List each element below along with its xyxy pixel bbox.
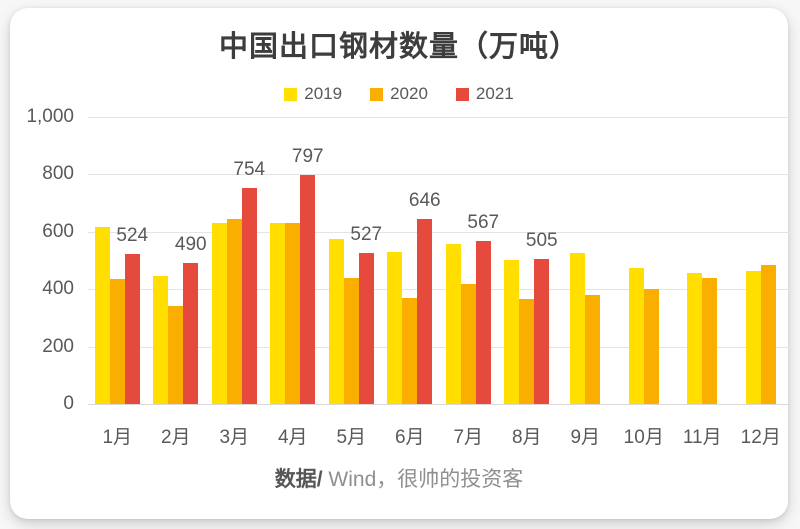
y-tick-label-800: 800	[42, 163, 74, 185]
value-label-2021-1月: 524	[116, 225, 149, 246]
y-tick-label-0: 0	[63, 393, 74, 414]
bar-2019-12月	[745, 271, 761, 404]
gridline-600	[88, 231, 790, 233]
legend-swatch-2021	[455, 87, 469, 101]
x-axis-label-7月: 7月	[453, 427, 484, 448]
bar-2020-9月	[585, 295, 601, 404]
source-text: Wind，很帅的投资客	[322, 468, 524, 491]
x-axis-label-9月: 9月	[570, 427, 601, 448]
bar-2021-3月	[241, 188, 257, 404]
chart-card: 中国出口钢材数量（万吨） 2019 2020 2021 0 200 400 600 800 1…	[10, 8, 790, 519]
x-axis-label-4月: 4月	[277, 427, 308, 448]
gridline-800	[88, 174, 790, 176]
y-tick-label-600: 600	[42, 220, 74, 242]
bar-2021-6月	[417, 219, 433, 404]
bar-2019-8月	[504, 260, 520, 404]
bar-2020-10月	[643, 289, 659, 404]
bar-2020-5月	[343, 278, 359, 404]
value-label-2021-4月: 797	[291, 146, 324, 167]
x-axis-label-2月: 2月	[160, 427, 191, 448]
bar-2019-6月	[387, 252, 403, 404]
bar-2019-4月	[270, 223, 286, 404]
x-axis-label-6月: 6月	[394, 427, 425, 448]
gridline-0	[88, 404, 790, 405]
bar-2021-8月	[534, 259, 550, 404]
y-tick-label-400: 400	[42, 278, 74, 300]
x-axis-label-10月: 10月	[623, 427, 664, 448]
bar-2019-2月	[153, 276, 169, 404]
legend-swatch-2020	[370, 87, 384, 101]
bar-2021-7月	[475, 241, 491, 404]
gridline-400	[88, 289, 790, 291]
legend-item-2019: 2019	[284, 84, 342, 104]
bar-2019-9月	[570, 253, 586, 404]
x-axis-label-5月: 5月	[336, 427, 367, 448]
x-axis-label-12月: 12月	[740, 427, 781, 448]
y-tick-label-1000: 1,000	[26, 106, 74, 127]
bar-2021-5月	[358, 253, 374, 404]
bar-2019-5月	[328, 239, 344, 404]
bar-2020-3月	[226, 219, 242, 404]
bar-2020-1月	[109, 279, 125, 404]
x-axis-label-8月: 8月	[511, 427, 542, 448]
legend-label-2019: 2019	[304, 84, 343, 103]
bar-2019-11月	[687, 273, 703, 404]
bar-2020-11月	[702, 278, 718, 404]
bar-2021-1月	[124, 254, 140, 404]
value-label-2021-7月: 567	[467, 212, 500, 233]
source-line: 数据/ Wind，很帅的投资客	[10, 463, 788, 493]
bar-2019-3月	[211, 223, 227, 404]
legend-swatch-2019	[284, 87, 298, 101]
bar-2021-4月	[300, 175, 316, 404]
bar-2019-7月	[445, 244, 461, 404]
source-prefix: 数据/	[274, 468, 323, 491]
value-label-2021-2月: 490	[174, 234, 207, 255]
value-label-2021-6月: 646	[408, 190, 441, 211]
bar-2020-12月	[760, 265, 776, 404]
x-axis-label-11月: 11月	[682, 427, 722, 448]
value-label-2021-3月: 754	[233, 159, 266, 180]
legend-label-2021: 2021	[475, 84, 514, 103]
bar-2020-7月	[460, 284, 476, 404]
legend-item-2020: 2020	[370, 84, 428, 104]
bar-2020-8月	[519, 299, 535, 404]
value-label-2021-5月: 527	[350, 224, 383, 245]
x-axis-label-3月: 3月	[219, 427, 250, 448]
x-axis-label-1月: 1月	[102, 427, 133, 448]
chart-title: 中国出口钢材数量（万吨）	[218, 31, 579, 63]
bar-2020-6月	[402, 298, 418, 404]
legend-label-2020: 2020	[390, 84, 428, 103]
bar-2020-2月	[168, 306, 184, 404]
gridline-1000	[88, 117, 790, 118]
chart-legend: 2019 2020 2021	[10, 84, 788, 104]
bar-2019-10月	[628, 268, 644, 404]
gridline-200	[88, 346, 790, 348]
bar-2019-1月	[94, 227, 110, 404]
legend-item-2021: 2021	[455, 84, 514, 104]
bar-2020-4月	[285, 223, 301, 404]
bar-2021-2月	[183, 263, 199, 404]
value-label-2021-8月: 505	[525, 230, 558, 251]
plot-area: 0 200 400 600 800 1,000 524 1月 490 2月 754 3月 797 4月 52…	[26, 106, 790, 448]
y-tick-label-200: 200	[42, 335, 74, 357]
